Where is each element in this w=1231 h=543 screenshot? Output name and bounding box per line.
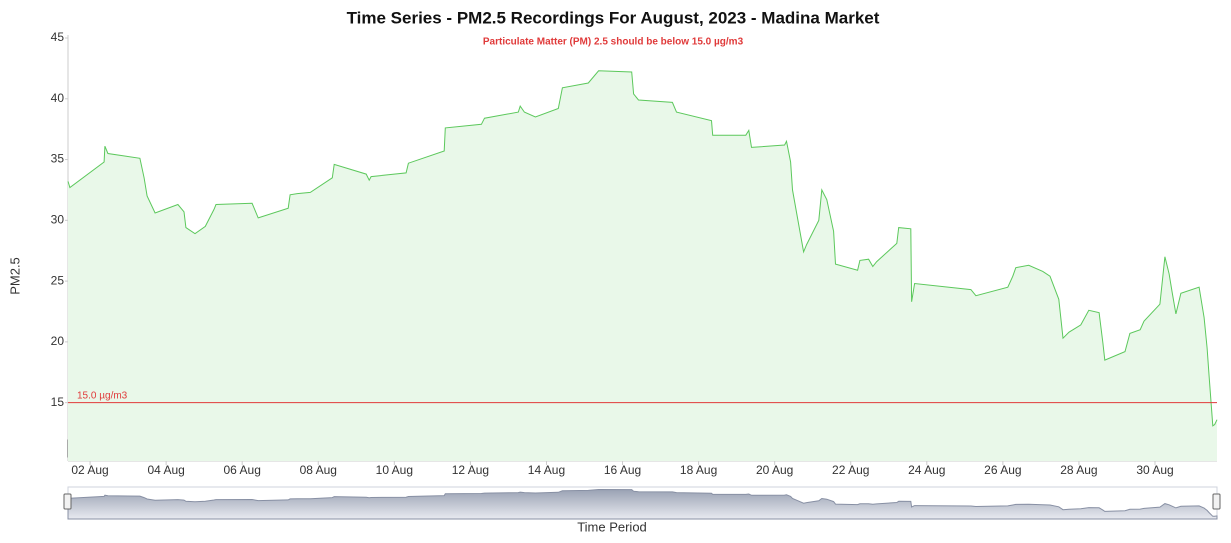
x-tick-label: 16 Aug bbox=[604, 463, 641, 477]
y-tick-label: 45 bbox=[51, 30, 65, 44]
threshold-label: 15.0 µg/m3 bbox=[77, 390, 128, 401]
y-tick-label: 30 bbox=[51, 212, 65, 226]
x-tick-label: 08 Aug bbox=[300, 463, 337, 477]
navigator-handle[interactable] bbox=[1212, 493, 1221, 510]
y-tick-label: 25 bbox=[51, 273, 65, 287]
x-tick-label: 12 Aug bbox=[452, 463, 489, 477]
x-tick-label: 10 Aug bbox=[376, 463, 413, 477]
x-tick-label: 02 Aug bbox=[71, 463, 108, 477]
chart-title: Time Series - PM2.5 Recordings For Augus… bbox=[347, 8, 880, 27]
x-tick-label: 06 Aug bbox=[224, 463, 261, 477]
y-axis-label: PM2.5 bbox=[7, 257, 22, 295]
y-tick-label: 20 bbox=[51, 334, 65, 348]
x-tick-label: 26 Aug bbox=[984, 463, 1021, 477]
x-tick-label: 28 Aug bbox=[1060, 463, 1097, 477]
x-tick-label: 20 Aug bbox=[756, 463, 793, 477]
data-line bbox=[67, 70, 1218, 427]
x-tick-label: 04 Aug bbox=[147, 463, 184, 477]
x-tick-label: 30 Aug bbox=[1136, 463, 1173, 477]
x-axis-label: Time Period bbox=[577, 519, 647, 534]
y-tick-label: 40 bbox=[51, 91, 65, 105]
chart-subtitle: Particulate Matter (PM) 2.5 should be be… bbox=[483, 37, 744, 48]
navigator-area bbox=[67, 488, 1218, 520]
y-tick-label: 15 bbox=[51, 395, 65, 409]
area-fill bbox=[68, 70, 1217, 462]
x-tick-label: 14 Aug bbox=[528, 463, 565, 477]
navigator-handle[interactable] bbox=[63, 493, 72, 510]
x-tick-label: 24 Aug bbox=[908, 463, 945, 477]
x-tick-label: 18 Aug bbox=[680, 463, 717, 477]
x-tick-label: 22 Aug bbox=[832, 463, 869, 477]
y-tick-label: 35 bbox=[51, 152, 65, 166]
